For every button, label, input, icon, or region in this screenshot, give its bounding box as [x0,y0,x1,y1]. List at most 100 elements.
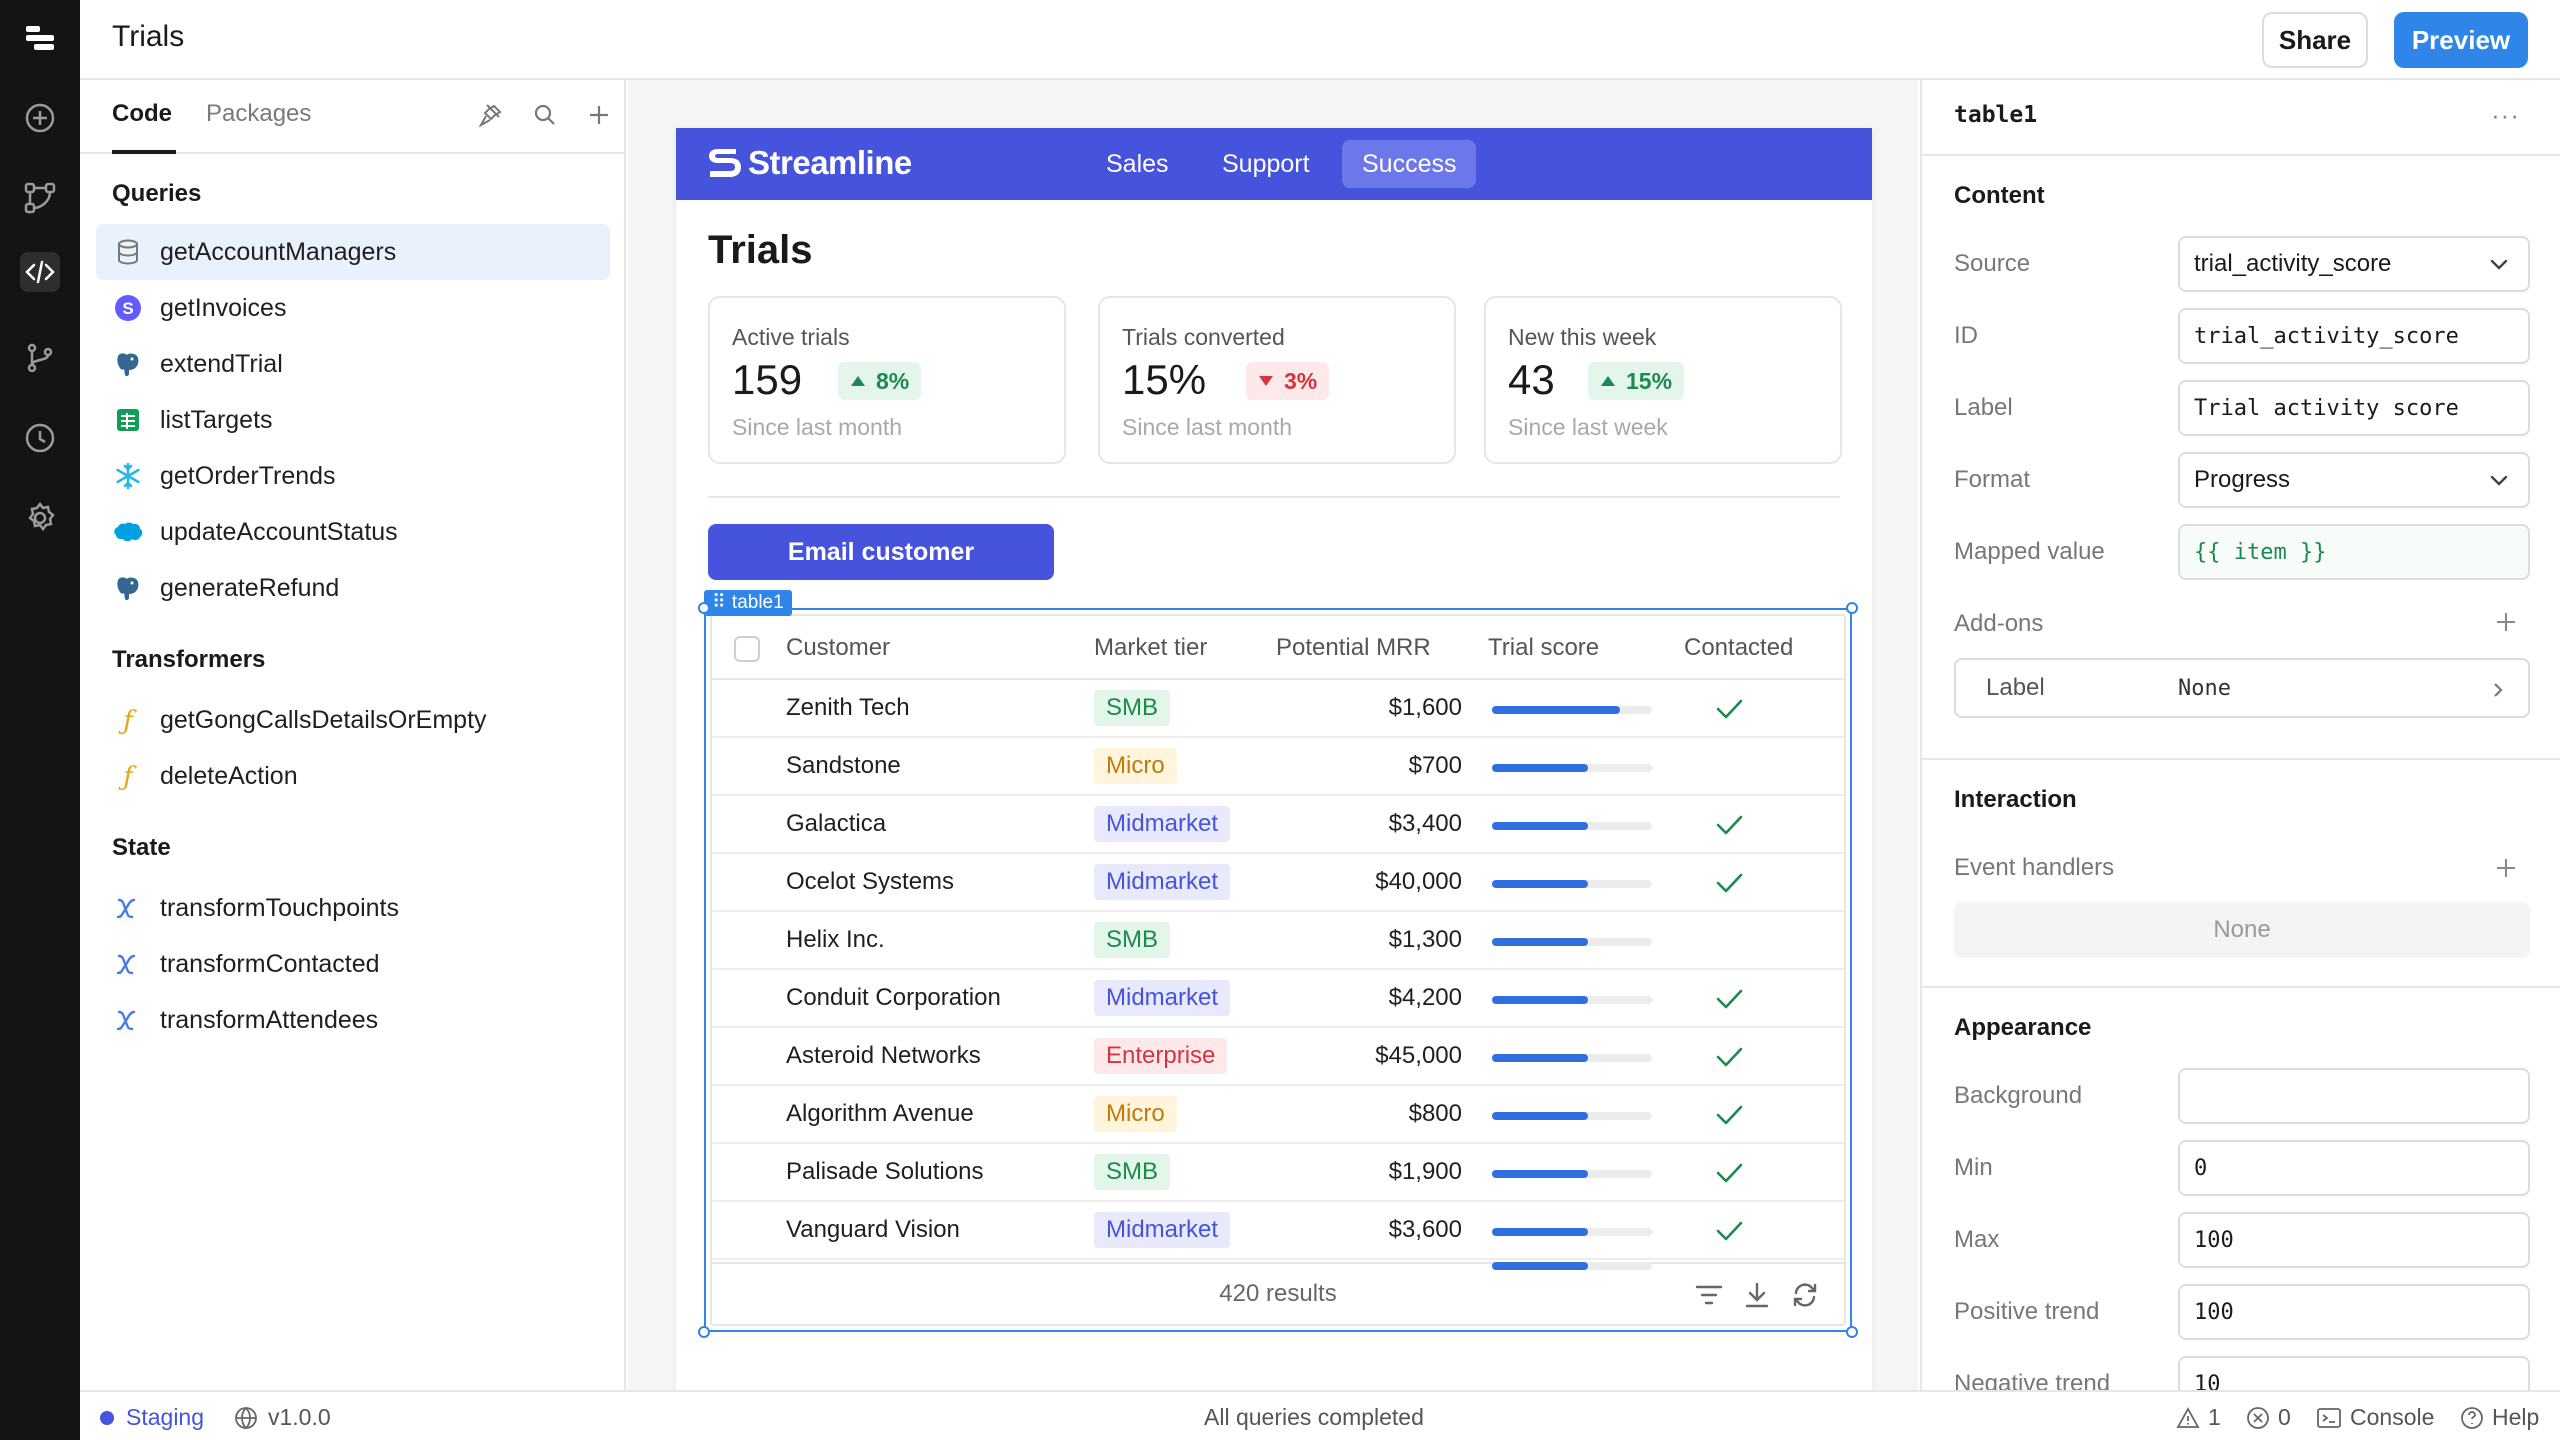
resize-handle[interactable] [1846,1326,1858,1338]
transformer-item[interactable]: ƒ deleteAction [96,748,610,804]
code-icon[interactable] [20,252,60,292]
stat-card: Trials converted 15% 3% Since last month [1098,296,1456,464]
tier-badge: Midmarket [1094,1212,1231,1248]
mapped-value-input[interactable]: {{ item }} [2178,524,2530,580]
tier-badge: Midmarket [1094,806,1231,842]
variable-icon [112,1004,144,1036]
resize-handle[interactable] [698,602,710,614]
query-label: getInvoices [160,293,287,322]
mrr-cell: $800 [1408,1100,1462,1127]
nav-support[interactable]: Support [1222,150,1310,178]
mrr-cell: $40,000 [1375,868,1462,895]
pin-icon[interactable] [476,100,506,130]
format-select[interactable]: Progress [2178,452,2530,508]
query-item[interactable]: extendTrial [96,336,610,392]
min-input[interactable]: 0 [2178,1140,2530,1196]
workflow-icon[interactable] [20,178,60,218]
resize-handle[interactable] [1846,602,1858,614]
tab-code[interactable]: Code [112,100,172,127]
inspector-header: table1 ··· [1922,80,2560,156]
errors-count[interactable]: 0 [2246,1404,2291,1431]
nav-success[interactable]: Success [1342,140,1477,188]
help-button[interactable]: Help [2460,1404,2539,1431]
column-header-contacted[interactable]: Contacted [1684,634,1794,661]
table-row[interactable]: Helix Inc. SMB $1,300 [712,912,1844,970]
more-icon[interactable]: ··· [2491,100,2520,130]
trial-score-fill [1492,764,1588,772]
addon-row[interactable]: Label None [1954,658,2530,718]
trial-score-bar [1492,706,1652,714]
filter-icon[interactable] [1692,1278,1726,1312]
history-icon[interactable] [20,418,60,458]
mrr-cell: $1,900 [1388,1158,1462,1185]
table-row[interactable]: Conduit Corporation Midmarket $4,200 [712,970,1844,1028]
warnings-count[interactable]: 1 [2176,1404,2221,1431]
query-item[interactable]: generateRefund [96,560,610,616]
resize-handle[interactable] [698,1326,710,1338]
variable-icon [112,948,144,980]
console-button[interactable]: Console [2316,1404,2434,1431]
trial-score-bar [1492,1228,1652,1236]
branch-icon[interactable] [20,338,60,378]
share-button[interactable]: Share [2262,12,2368,68]
column-header-mrr[interactable]: Potential MRR [1276,634,1431,661]
query-label: generateRefund [160,573,340,602]
console-label: Console [2350,1404,2435,1430]
environment-selector[interactable]: Staging [100,1404,204,1431]
stripe-icon: S [112,292,144,324]
app-navbar: Streamline Sales Support Success [676,128,1872,200]
tab-packages[interactable]: Packages [206,100,312,127]
state-item[interactable]: transformAttendees [96,992,610,1048]
selected-component-label[interactable]: ⠿ table1 [704,590,792,616]
add-addon-icon[interactable] [2494,610,2518,634]
add-circle-icon[interactable] [20,98,60,138]
table-row[interactable]: Algorithm Avenue Micro $800 [712,1086,1844,1144]
id-input[interactable]: trial_activity_score [2178,308,2530,364]
query-item[interactable]: updateAccountStatus [96,504,610,560]
preview-button[interactable]: Preview [2394,12,2528,68]
background-input[interactable] [2178,1068,2530,1124]
state-item[interactable]: transformContacted [96,936,610,992]
table-row[interactable]: Vanguard Vision Midmarket $3,600 [712,1202,1844,1260]
table-row[interactable]: Sandstone Micro $700 [712,738,1844,796]
positive-trend-input[interactable]: 100 [2178,1284,2530,1340]
column-header-tier[interactable]: Market tier [1094,634,1208,661]
query-item[interactable]: getOrderTrends [96,448,610,504]
trial-score-bar [1492,1262,1652,1270]
add-icon[interactable] [584,100,614,130]
max-input[interactable]: 100 [2178,1212,2530,1268]
table-row[interactable]: Zenith Tech SMB $1,600 [712,680,1844,738]
download-icon[interactable] [1740,1278,1774,1312]
table-row[interactable]: Galactica Midmarket $3,400 [712,796,1844,854]
version-selector[interactable]: v1.0.0 [234,1404,331,1431]
label-input[interactable]: Trial activity score [2178,380,2530,436]
table-row[interactable]: Palisade Solutions SMB $1,900 [712,1144,1844,1202]
logo-icon[interactable] [20,18,60,58]
column-header-score[interactable]: Trial score [1488,634,1600,661]
state-label: transformAttendees [160,1005,379,1034]
query-item[interactable]: S getInvoices [96,280,610,336]
environment-label: Staging [126,1404,205,1430]
tier-badge: SMB [1094,1154,1171,1190]
code-panel-tabs: Code Packages [80,80,624,154]
query-item[interactable]: getAccountManagers [96,224,610,280]
select-all-checkbox[interactable] [734,636,760,662]
trial-score-fill [1492,880,1588,888]
source-select[interactable]: trial_activity_score [2178,236,2530,292]
table-row[interactable]: Ocelot Systems Midmarket $40,000 [712,854,1844,912]
settings-icon[interactable] [20,498,60,538]
state-item[interactable]: transformTouchpoints [96,880,610,936]
search-icon[interactable] [530,100,560,130]
component-name[interactable]: table1 [1954,102,2038,128]
table-row[interactable]: Asteroid Networks Enterprise $45,000 [712,1028,1844,1086]
triangle-down-icon [1259,376,1273,386]
add-event-handler-icon[interactable] [2494,856,2518,880]
refresh-icon[interactable] [1788,1278,1822,1312]
query-item[interactable]: listTargets [96,392,610,448]
transformer-item[interactable]: ƒ getGongCallsDetailsOrEmpty [96,692,610,748]
negative-trend-input[interactable]: 10 [2178,1356,2530,1390]
nav-sales[interactable]: Sales [1106,150,1169,178]
brand[interactable]: Streamline [706,144,912,182]
email-customer-button[interactable]: Email customer [708,524,1054,580]
column-header-customer[interactable]: Customer [786,634,891,661]
